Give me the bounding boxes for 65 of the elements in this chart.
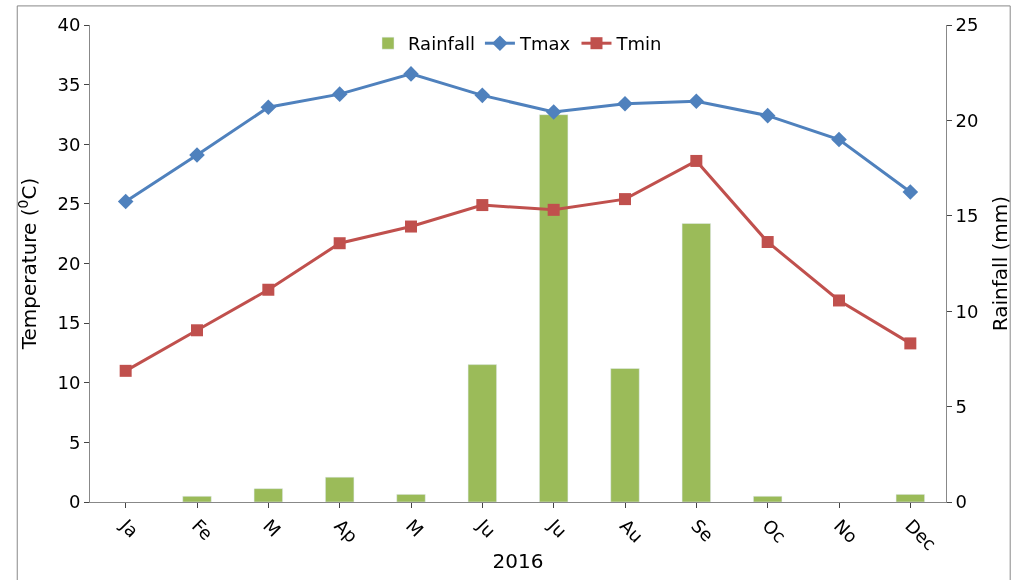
legend-label: Tmax [518,33,571,55]
point [547,203,560,216]
legend-label: Tmin [615,33,662,55]
y2-axis-title: Rainfall (mm) [988,195,1013,332]
y2-tick-label: 15 [955,205,979,227]
point [331,86,348,102]
point [545,104,562,120]
point [262,283,275,296]
x-tick-label: No [829,514,862,548]
y-tick-label: 40 [57,14,81,36]
point [189,147,205,163]
y-tick-label: 30 [57,133,81,155]
y-tick-label: 35 [57,73,81,95]
point [688,93,705,110]
x-tick-label: M [259,514,285,541]
bar [753,496,783,502]
point [831,131,847,148]
point [617,95,633,112]
bar [182,496,212,502]
x-tick-label: Ja [115,514,143,542]
x-tick-label: Ju [543,514,572,542]
bar [610,368,640,502]
point [833,294,845,307]
y2-tick-label: 25 [955,14,979,36]
bar [396,494,426,502]
bar [253,488,283,502]
point [474,87,491,104]
y2-tick-label: 5 [955,395,968,417]
x-tick-label: Oc [758,514,791,547]
y-tick-label: 15 [57,312,81,334]
point [904,337,917,350]
bar [325,476,355,502]
point [119,364,132,377]
y-tick-label: 5 [68,431,81,453]
y-tick-label: 0 [68,491,81,513]
x-tick-label: Fe [187,514,218,545]
y2-tick-label: 20 [955,109,979,131]
point [476,199,489,212]
y-tick-label: 25 [57,193,81,215]
point [761,236,774,249]
point [191,324,203,337]
legend-label: Rainfall [408,33,475,55]
y-tick-label: 10 [57,372,81,394]
bar [895,494,925,502]
x-tick-label: M [401,514,428,541]
point [260,99,277,116]
x-axis-title: 2016 [492,548,544,573]
point [403,66,419,82]
x-tick-label: Se [687,514,718,546]
x-tick-label: Au [615,514,648,547]
y2-tick-label: 10 [955,300,979,322]
bar [681,223,711,502]
point [690,154,703,167]
point [117,193,134,210]
bar [467,364,497,502]
point [333,237,346,250]
point [902,184,919,200]
bar [539,114,569,502]
x-tick-label: Ap [330,514,363,547]
x-tick-label: Ju [472,514,500,542]
y2-tick-label: 0 [955,491,968,513]
point [759,107,776,124]
y-tick-label: 20 [57,252,81,274]
point [405,220,417,233]
point [619,193,631,206]
